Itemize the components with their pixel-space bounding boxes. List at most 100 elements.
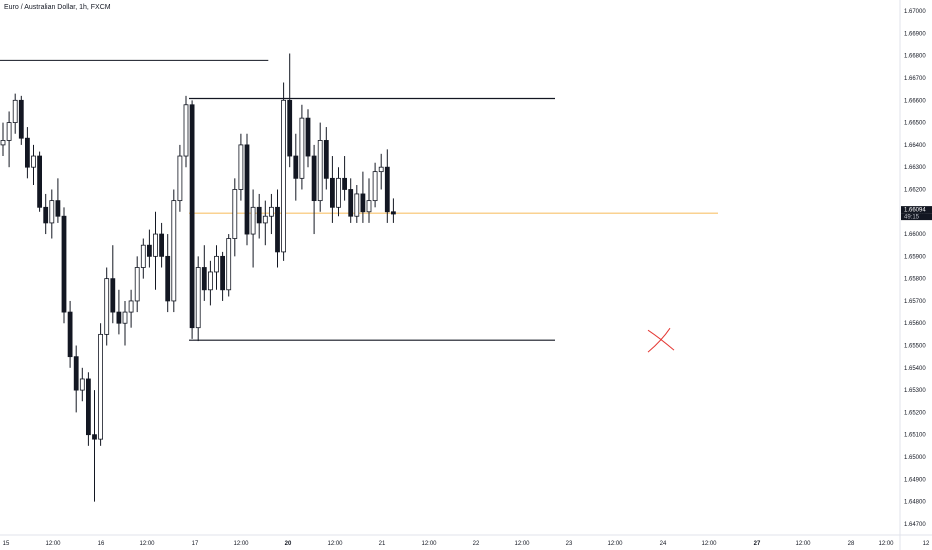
candle-body [79, 378, 85, 391]
candle-body [104, 278, 110, 335]
candle-body [24, 137, 30, 168]
price-tick-label: 1.66200 [904, 187, 926, 193]
candle-body [207, 271, 213, 291]
candle-body [342, 177, 348, 190]
price-tick-label: 1.65000 [904, 455, 926, 461]
candle-body [262, 215, 268, 224]
candle-body [275, 206, 280, 253]
candle-body [323, 140, 329, 179]
candle-body [6, 122, 12, 141]
time-tick-label: 12:00 [45, 541, 61, 547]
candle-body [238, 144, 244, 190]
candle-body [305, 117, 311, 157]
candle-body [360, 193, 366, 213]
candle-body [165, 255, 171, 302]
cross-stroke-a [647, 329, 675, 351]
candle-body [116, 311, 122, 324]
price-tick-label: 1.66700 [904, 76, 926, 82]
time-tick-label: 12:00 [795, 541, 811, 547]
candle-body [390, 211, 396, 215]
last-price-box [901, 206, 932, 214]
candle-body [55, 200, 61, 217]
time-tick-label: 21 [379, 541, 386, 547]
price-tick-label: 1.64700 [904, 522, 926, 528]
price-tick-label: 1.65500 [904, 344, 926, 350]
price-tick-label: 1.67000 [904, 9, 926, 15]
price-tick-label: 1.65100 [904, 433, 926, 439]
candle-body [299, 117, 305, 179]
price-tick-label: 1.66500 [904, 121, 926, 127]
candle-body [43, 206, 49, 224]
candle-body [317, 140, 323, 202]
candle-body [177, 155, 183, 202]
time-tick-label: 17 [192, 541, 199, 547]
candle-body [92, 434, 97, 440]
price-tick-label: 1.66300 [904, 165, 926, 171]
price-tick-label: 1.66000 [904, 232, 926, 238]
candle-body [49, 200, 55, 224]
candle-body [287, 99, 293, 157]
cross-stroke-b [647, 327, 671, 353]
time-tick-label: 28 [848, 541, 855, 547]
candle-body [281, 99, 287, 253]
candle-body [348, 189, 354, 217]
price-tick-label: 1.66800 [904, 54, 926, 60]
candle-body [354, 193, 360, 217]
candle-body [128, 300, 134, 313]
time-tick-label: 15 [3, 541, 10, 547]
candle-body [195, 267, 201, 329]
candle-body [226, 238, 232, 291]
price-tick-label: 1.65400 [904, 366, 926, 372]
price-tick-label: 1.65600 [904, 321, 926, 327]
candle-body [67, 311, 73, 358]
candle-body [0, 140, 6, 146]
candle-body [384, 166, 390, 213]
time-tick-label: 12:00 [878, 541, 894, 547]
candle-body [98, 333, 103, 440]
candle-body [61, 215, 67, 313]
time-tick-label: 20 [285, 541, 292, 547]
candle-body [311, 155, 317, 202]
candle-body [183, 104, 189, 157]
candle-body [159, 233, 165, 257]
candle-body [18, 99, 24, 139]
countdown-label: 49:15 [904, 215, 920, 221]
candle-body [366, 200, 372, 213]
price-tick-label: 1.66900 [904, 31, 926, 37]
time-tick-label: 12:00 [421, 541, 437, 547]
candle-body [214, 255, 219, 273]
time-tick-label: 23 [566, 541, 573, 547]
countdown-box [901, 213, 932, 221]
price-tick-label: 1.65200 [904, 410, 926, 416]
price-tick-label: 1.65300 [904, 388, 926, 394]
candle-body [12, 99, 18, 124]
time-tick-label: 27 [754, 541, 761, 547]
price-tick-label: 1.65800 [904, 277, 926, 283]
time-tick-label: 12:00 [139, 541, 155, 547]
candle-body [256, 206, 262, 224]
candle-body [201, 267, 207, 291]
time-tick-label: 22 [473, 541, 480, 547]
price-tick-label: 1.66400 [904, 143, 926, 149]
chart-title: Euro / Australian Dollar, 1h, FXCM [4, 4, 111, 11]
candle-body [122, 311, 128, 324]
candle-body [250, 206, 256, 235]
time-tick-label: 12:00 [701, 541, 717, 547]
candle-body [37, 155, 42, 208]
candle-body [293, 155, 299, 179]
time-tick-label: 24 [660, 541, 667, 547]
price-tick-label: 1.64900 [904, 477, 926, 483]
candle-body [372, 171, 378, 202]
candle-body [140, 244, 146, 268]
time-tick-label: 12 [923, 541, 930, 547]
price-tick-label: 1.65900 [904, 254, 926, 260]
price-tick-label: 1.64800 [904, 500, 926, 506]
price-tick-label: 1.65700 [904, 299, 926, 305]
time-tick-label: 12:00 [514, 541, 530, 547]
candle-body [378, 166, 384, 173]
candle-body [171, 200, 177, 302]
candle-body [268, 206, 274, 217]
candle-body [134, 267, 140, 302]
